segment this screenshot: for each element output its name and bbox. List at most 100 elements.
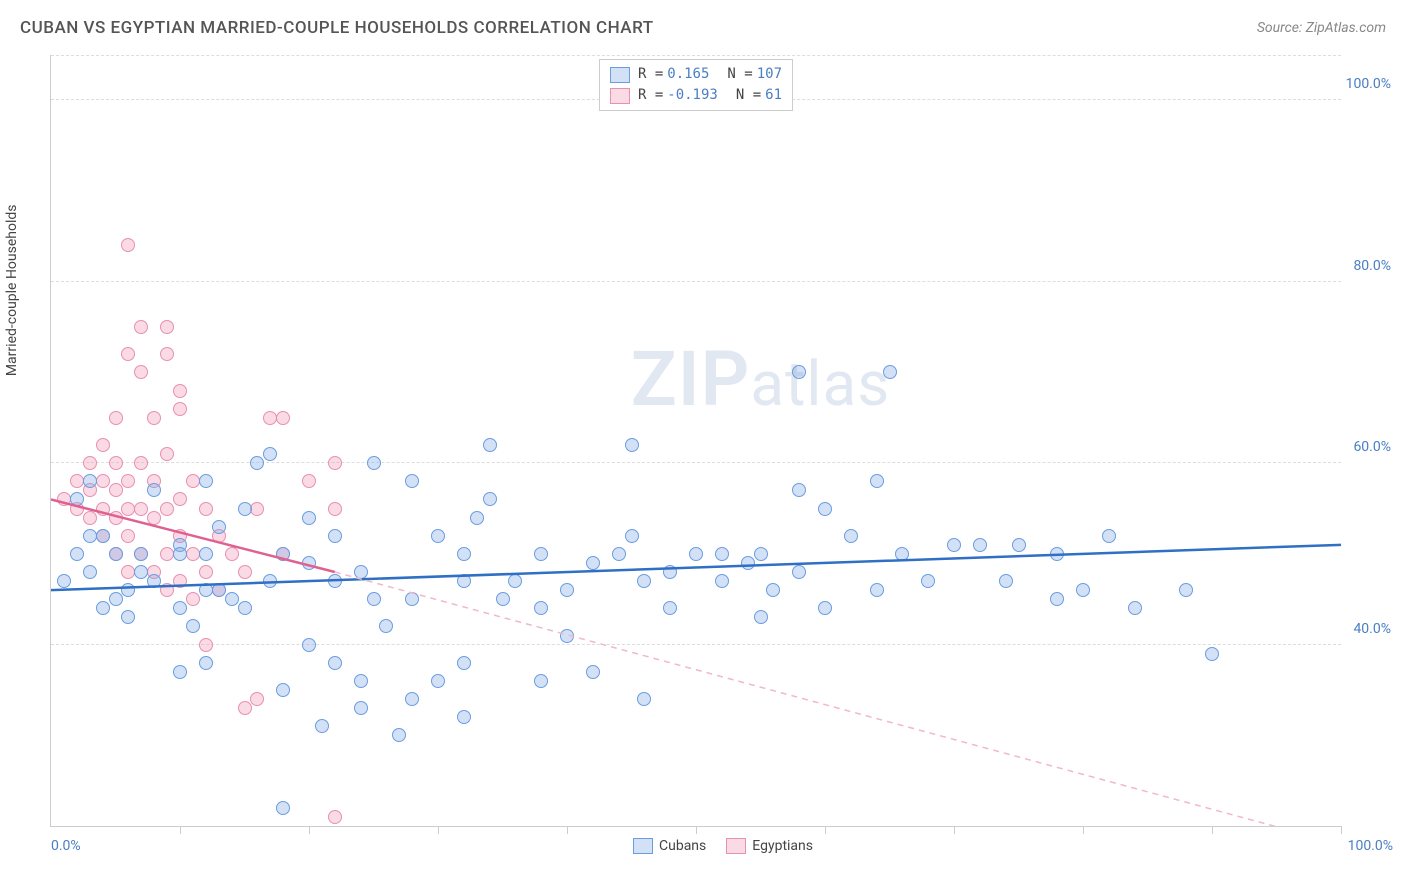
scatter-point-egyptians — [96, 438, 110, 452]
scatter-point-cubans — [109, 547, 123, 561]
scatter-point-egyptians — [199, 502, 213, 516]
scatter-point-cubans — [276, 547, 290, 561]
scatter-point-cubans — [173, 601, 187, 615]
scatter-point-cubans — [276, 683, 290, 697]
scatter-point-egyptians — [83, 456, 97, 470]
scatter-point-cubans — [134, 547, 148, 561]
scatter-point-cubans — [405, 592, 419, 606]
scatter-point-egyptians — [250, 692, 264, 706]
legend-item-cubans: Cubans — [633, 838, 706, 854]
chart-container: Married-couple Households ZIPatlas R =0.… — [50, 55, 1396, 852]
y-tick-label: 60.0% — [1343, 439, 1391, 455]
scatter-point-egyptians — [121, 238, 135, 252]
grid-line — [51, 644, 1341, 645]
scatter-point-cubans — [663, 565, 677, 579]
scatter-point-cubans — [367, 592, 381, 606]
scatter-point-cubans — [147, 574, 161, 588]
watermark: ZIPatlas — [631, 334, 890, 424]
scatter-point-cubans — [1179, 583, 1193, 597]
scatter-point-cubans — [70, 492, 84, 506]
scatter-point-cubans — [328, 574, 342, 588]
scatter-point-cubans — [637, 574, 651, 588]
scatter-point-cubans — [405, 474, 419, 488]
scatter-point-egyptians — [160, 320, 174, 334]
y-tick-label: 40.0% — [1343, 621, 1391, 637]
legend-bottom: Cubans Egyptians — [633, 838, 813, 854]
scatter-point-cubans — [354, 565, 368, 579]
scatter-point-cubans — [663, 601, 677, 615]
scatter-point-egyptians — [328, 810, 342, 824]
scatter-point-egyptians — [160, 547, 174, 561]
scatter-point-egyptians — [263, 411, 277, 425]
scatter-point-cubans — [263, 447, 277, 461]
scatter-point-cubans — [689, 547, 703, 561]
swatch-cubans — [610, 67, 630, 83]
scatter-point-cubans — [57, 574, 71, 588]
x-tick — [309, 826, 310, 834]
scatter-point-cubans — [844, 529, 858, 543]
scatter-point-cubans — [625, 438, 639, 452]
scatter-point-cubans — [1102, 529, 1116, 543]
scatter-point-cubans — [870, 583, 884, 597]
plot-area: ZIPatlas R =0.165 N =107 R =-0.193 N =61… — [50, 55, 1341, 827]
scatter-point-egyptians — [186, 474, 200, 488]
legend-stats-box: R =0.165 N =107 R =-0.193 N =61 — [599, 59, 793, 111]
scatter-point-egyptians — [160, 347, 174, 361]
scatter-point-cubans — [263, 574, 277, 588]
scatter-point-cubans — [534, 547, 548, 561]
grid-line — [51, 55, 1341, 56]
scatter-point-cubans — [96, 529, 110, 543]
scatter-point-egyptians — [147, 411, 161, 425]
scatter-point-egyptians — [121, 474, 135, 488]
scatter-point-cubans — [199, 474, 213, 488]
scatter-point-cubans — [121, 610, 135, 624]
scatter-point-cubans — [302, 511, 316, 525]
scatter-point-cubans — [405, 692, 419, 706]
scatter-point-egyptians — [199, 638, 213, 652]
scatter-point-cubans — [715, 574, 729, 588]
x-axis-min-label: 0.0% — [51, 838, 81, 854]
scatter-point-cubans — [302, 638, 316, 652]
swatch-egyptians-icon — [726, 838, 746, 854]
scatter-point-cubans — [999, 574, 1013, 588]
scatter-point-cubans — [1128, 601, 1142, 615]
scatter-point-egyptians — [328, 456, 342, 470]
scatter-point-cubans — [870, 474, 884, 488]
scatter-point-cubans — [508, 574, 522, 588]
x-tick — [567, 826, 568, 834]
x-tick — [438, 826, 439, 834]
scatter-point-cubans — [560, 629, 574, 643]
scatter-point-cubans — [392, 728, 406, 742]
scatter-point-cubans — [895, 547, 909, 561]
scatter-point-egyptians — [276, 411, 290, 425]
scatter-point-cubans — [483, 438, 497, 452]
scatter-point-cubans — [754, 547, 768, 561]
scatter-point-cubans — [199, 547, 213, 561]
scatter-point-cubans — [457, 574, 471, 588]
scatter-point-egyptians — [121, 502, 135, 516]
scatter-point-cubans — [1012, 538, 1026, 552]
scatter-point-cubans — [186, 619, 200, 633]
scatter-point-cubans — [470, 511, 484, 525]
scatter-point-cubans — [379, 619, 393, 633]
scatter-point-egyptians — [57, 492, 71, 506]
scatter-point-cubans — [302, 556, 316, 570]
scatter-point-cubans — [109, 592, 123, 606]
x-tick — [1341, 826, 1342, 834]
grid-line — [51, 462, 1341, 463]
scatter-point-cubans — [792, 483, 806, 497]
y-tick-label: 80.0% — [1343, 258, 1391, 274]
scatter-point-egyptians — [134, 502, 148, 516]
scatter-point-egyptians — [70, 474, 84, 488]
scatter-point-cubans — [1205, 647, 1219, 661]
scatter-point-egyptians — [186, 592, 200, 606]
scatter-point-egyptians — [328, 502, 342, 516]
y-tick-label: 100.0% — [1343, 76, 1391, 92]
scatter-point-cubans — [212, 583, 226, 597]
chart-title: CUBAN VS EGYPTIAN MARRIED-COUPLE HOUSEHO… — [20, 18, 654, 38]
x-tick — [954, 826, 955, 834]
scatter-point-egyptians — [134, 365, 148, 379]
scatter-point-cubans — [315, 719, 329, 733]
scatter-point-cubans — [96, 601, 110, 615]
scatter-point-cubans — [173, 547, 187, 561]
